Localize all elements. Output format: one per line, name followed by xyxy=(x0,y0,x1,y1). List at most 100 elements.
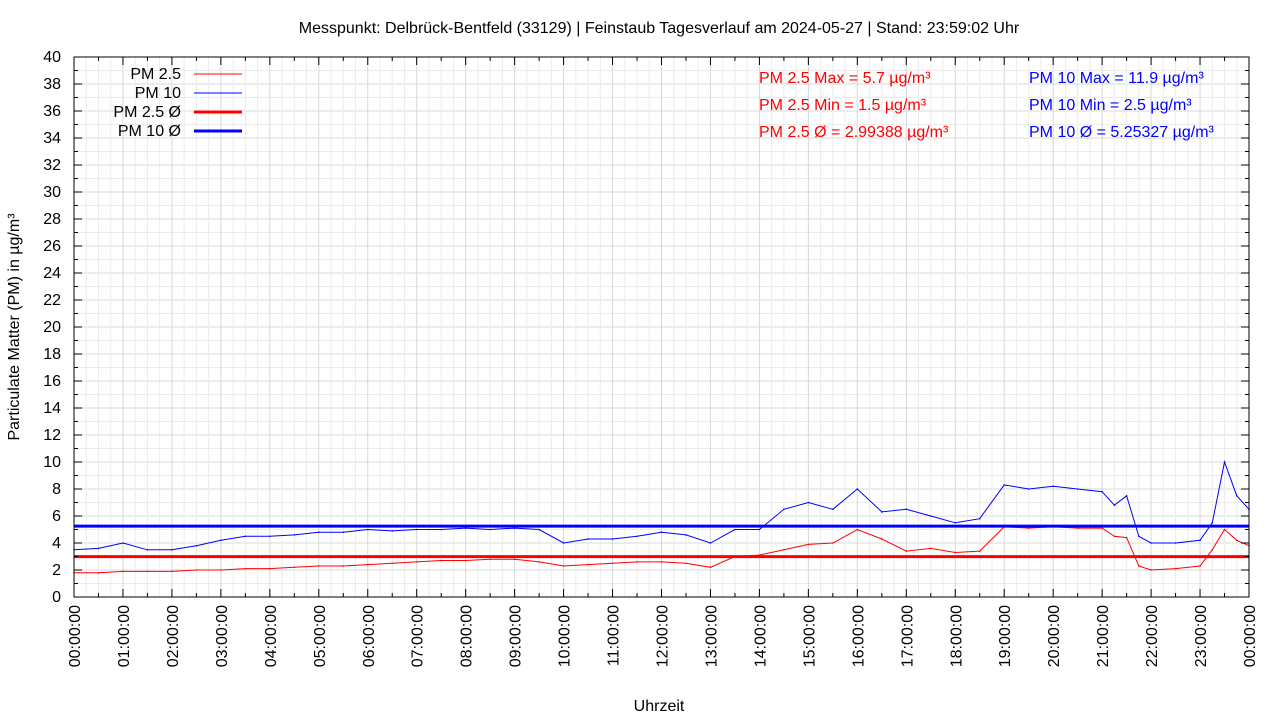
x-tick-label: 21:00:00 xyxy=(1095,605,1112,667)
series-point xyxy=(317,565,320,567)
series-point xyxy=(489,528,491,531)
series-point xyxy=(978,550,981,552)
series-point xyxy=(220,569,222,571)
series-point xyxy=(195,569,198,571)
annotation-pm25-min: PM 2.5 Min = 1.5 µg/m³ xyxy=(759,97,927,114)
y-tick-label: 10 xyxy=(43,454,61,471)
series-point xyxy=(954,521,957,524)
x-tick-label: 14:00:00 xyxy=(752,605,769,667)
annotation-pm25-avg: PM 2.5 Ø = 2.99388 µg/m³ xyxy=(759,124,949,141)
series-point xyxy=(1174,542,1177,544)
series-point xyxy=(783,508,785,511)
x-tick-label: 20:00:00 xyxy=(1046,605,1063,667)
series-point xyxy=(513,558,516,560)
series-point xyxy=(538,528,540,531)
series-point xyxy=(1125,536,1128,539)
series-point xyxy=(1076,527,1079,529)
y-tick-label: 14 xyxy=(43,400,61,417)
series-point xyxy=(1211,521,1214,524)
x-tick-label: 00:00:00 xyxy=(67,605,84,667)
axis-ticks xyxy=(73,56,1250,598)
x-tick-label: 09:00:00 xyxy=(508,605,525,667)
legend: PM 2.5 PM 10 PM 2.5 Ø PM 10 Ø xyxy=(113,66,242,140)
y-tick-label: 6 xyxy=(52,508,61,525)
series-point xyxy=(366,528,369,531)
x-tick-label: 02:00:00 xyxy=(165,605,182,667)
series-point xyxy=(293,566,296,569)
series-point xyxy=(1027,488,1030,490)
annotation-pm25-max: PM 2.5 Max = 5.7 µg/m³ xyxy=(759,70,931,87)
series-point xyxy=(562,565,565,567)
y-tick-label: 8 xyxy=(52,481,61,498)
series-point xyxy=(832,542,834,544)
series-point xyxy=(881,511,883,513)
series-point xyxy=(929,547,932,550)
series-point xyxy=(317,531,320,533)
y-tick-label: 18 xyxy=(43,346,61,363)
series-point xyxy=(415,561,418,563)
annotation-pm10-avg: PM 10 Ø = 5.25327 µg/m³ xyxy=(1029,124,1215,141)
series-point xyxy=(709,566,712,569)
series-point xyxy=(611,562,614,565)
x-tick-label: 10:00:00 xyxy=(557,605,574,667)
x-tick-label: 15:00:00 xyxy=(801,605,818,667)
legend-label-pm25-avg: PM 2.5 Ø xyxy=(113,104,181,121)
series-point xyxy=(342,565,345,567)
series-point xyxy=(881,538,883,540)
series-point xyxy=(464,527,467,529)
series-point xyxy=(146,548,149,551)
y-tick-label: 32 xyxy=(43,157,61,174)
series-point xyxy=(97,571,100,574)
series-point xyxy=(342,531,345,533)
series-point xyxy=(1211,548,1214,551)
x-tick-label: 01:00:00 xyxy=(116,605,133,667)
series-point xyxy=(807,543,810,546)
series-point xyxy=(1150,569,1152,571)
series-layer xyxy=(73,460,1250,574)
y-tick-label: 26 xyxy=(43,238,61,255)
series-point xyxy=(293,534,296,536)
x-tick-label: 16:00:00 xyxy=(850,605,867,667)
series-point xyxy=(1027,527,1030,529)
x-axis-label: Uhrzeit xyxy=(634,698,685,715)
series-point xyxy=(1076,488,1079,490)
series-point xyxy=(636,561,638,563)
series-point xyxy=(660,561,663,563)
y-tick-label: 2 xyxy=(52,562,61,579)
x-tick-label: 19:00:00 xyxy=(997,605,1014,667)
series-point xyxy=(244,567,247,570)
annotation-pm10-max: PM 10 Max = 11.9 µg/m³ xyxy=(1029,70,1204,87)
x-tick-label: 11:00:00 xyxy=(606,605,623,666)
series-point xyxy=(660,531,663,533)
x-tick-label: 13:00:00 xyxy=(703,605,720,667)
series-point xyxy=(1125,494,1128,497)
y-tick-label: 28 xyxy=(43,211,61,228)
series-point xyxy=(1138,565,1140,567)
series-point xyxy=(905,508,908,511)
x-tick-label: 03:00:00 xyxy=(214,605,231,667)
series-point xyxy=(269,567,271,570)
series-point xyxy=(758,528,761,531)
y-tick-label: 20 xyxy=(43,319,61,336)
series-point xyxy=(122,542,124,544)
y-tick-label: 4 xyxy=(52,535,61,552)
series-point xyxy=(587,563,589,566)
grid xyxy=(74,57,1249,597)
x-tick-label: 12:00:00 xyxy=(655,605,672,667)
series-point xyxy=(440,528,442,531)
series-point xyxy=(391,562,394,565)
y-tick-label: 16 xyxy=(43,373,61,390)
series-point xyxy=(856,528,859,531)
annotation-pm10-min: PM 10 Min = 2.5 µg/m³ xyxy=(1029,97,1192,114)
series-point xyxy=(734,528,736,531)
y-tick-label: 24 xyxy=(43,265,61,282)
y-tick-label: 12 xyxy=(43,427,61,444)
series-point xyxy=(1101,527,1103,529)
series-point xyxy=(807,501,810,504)
chart-title: Messpunkt: Delbrück-Bentfeld (33129) | F… xyxy=(299,20,1020,37)
series-point xyxy=(685,534,687,536)
series-point xyxy=(562,542,565,544)
series-point xyxy=(929,515,932,517)
